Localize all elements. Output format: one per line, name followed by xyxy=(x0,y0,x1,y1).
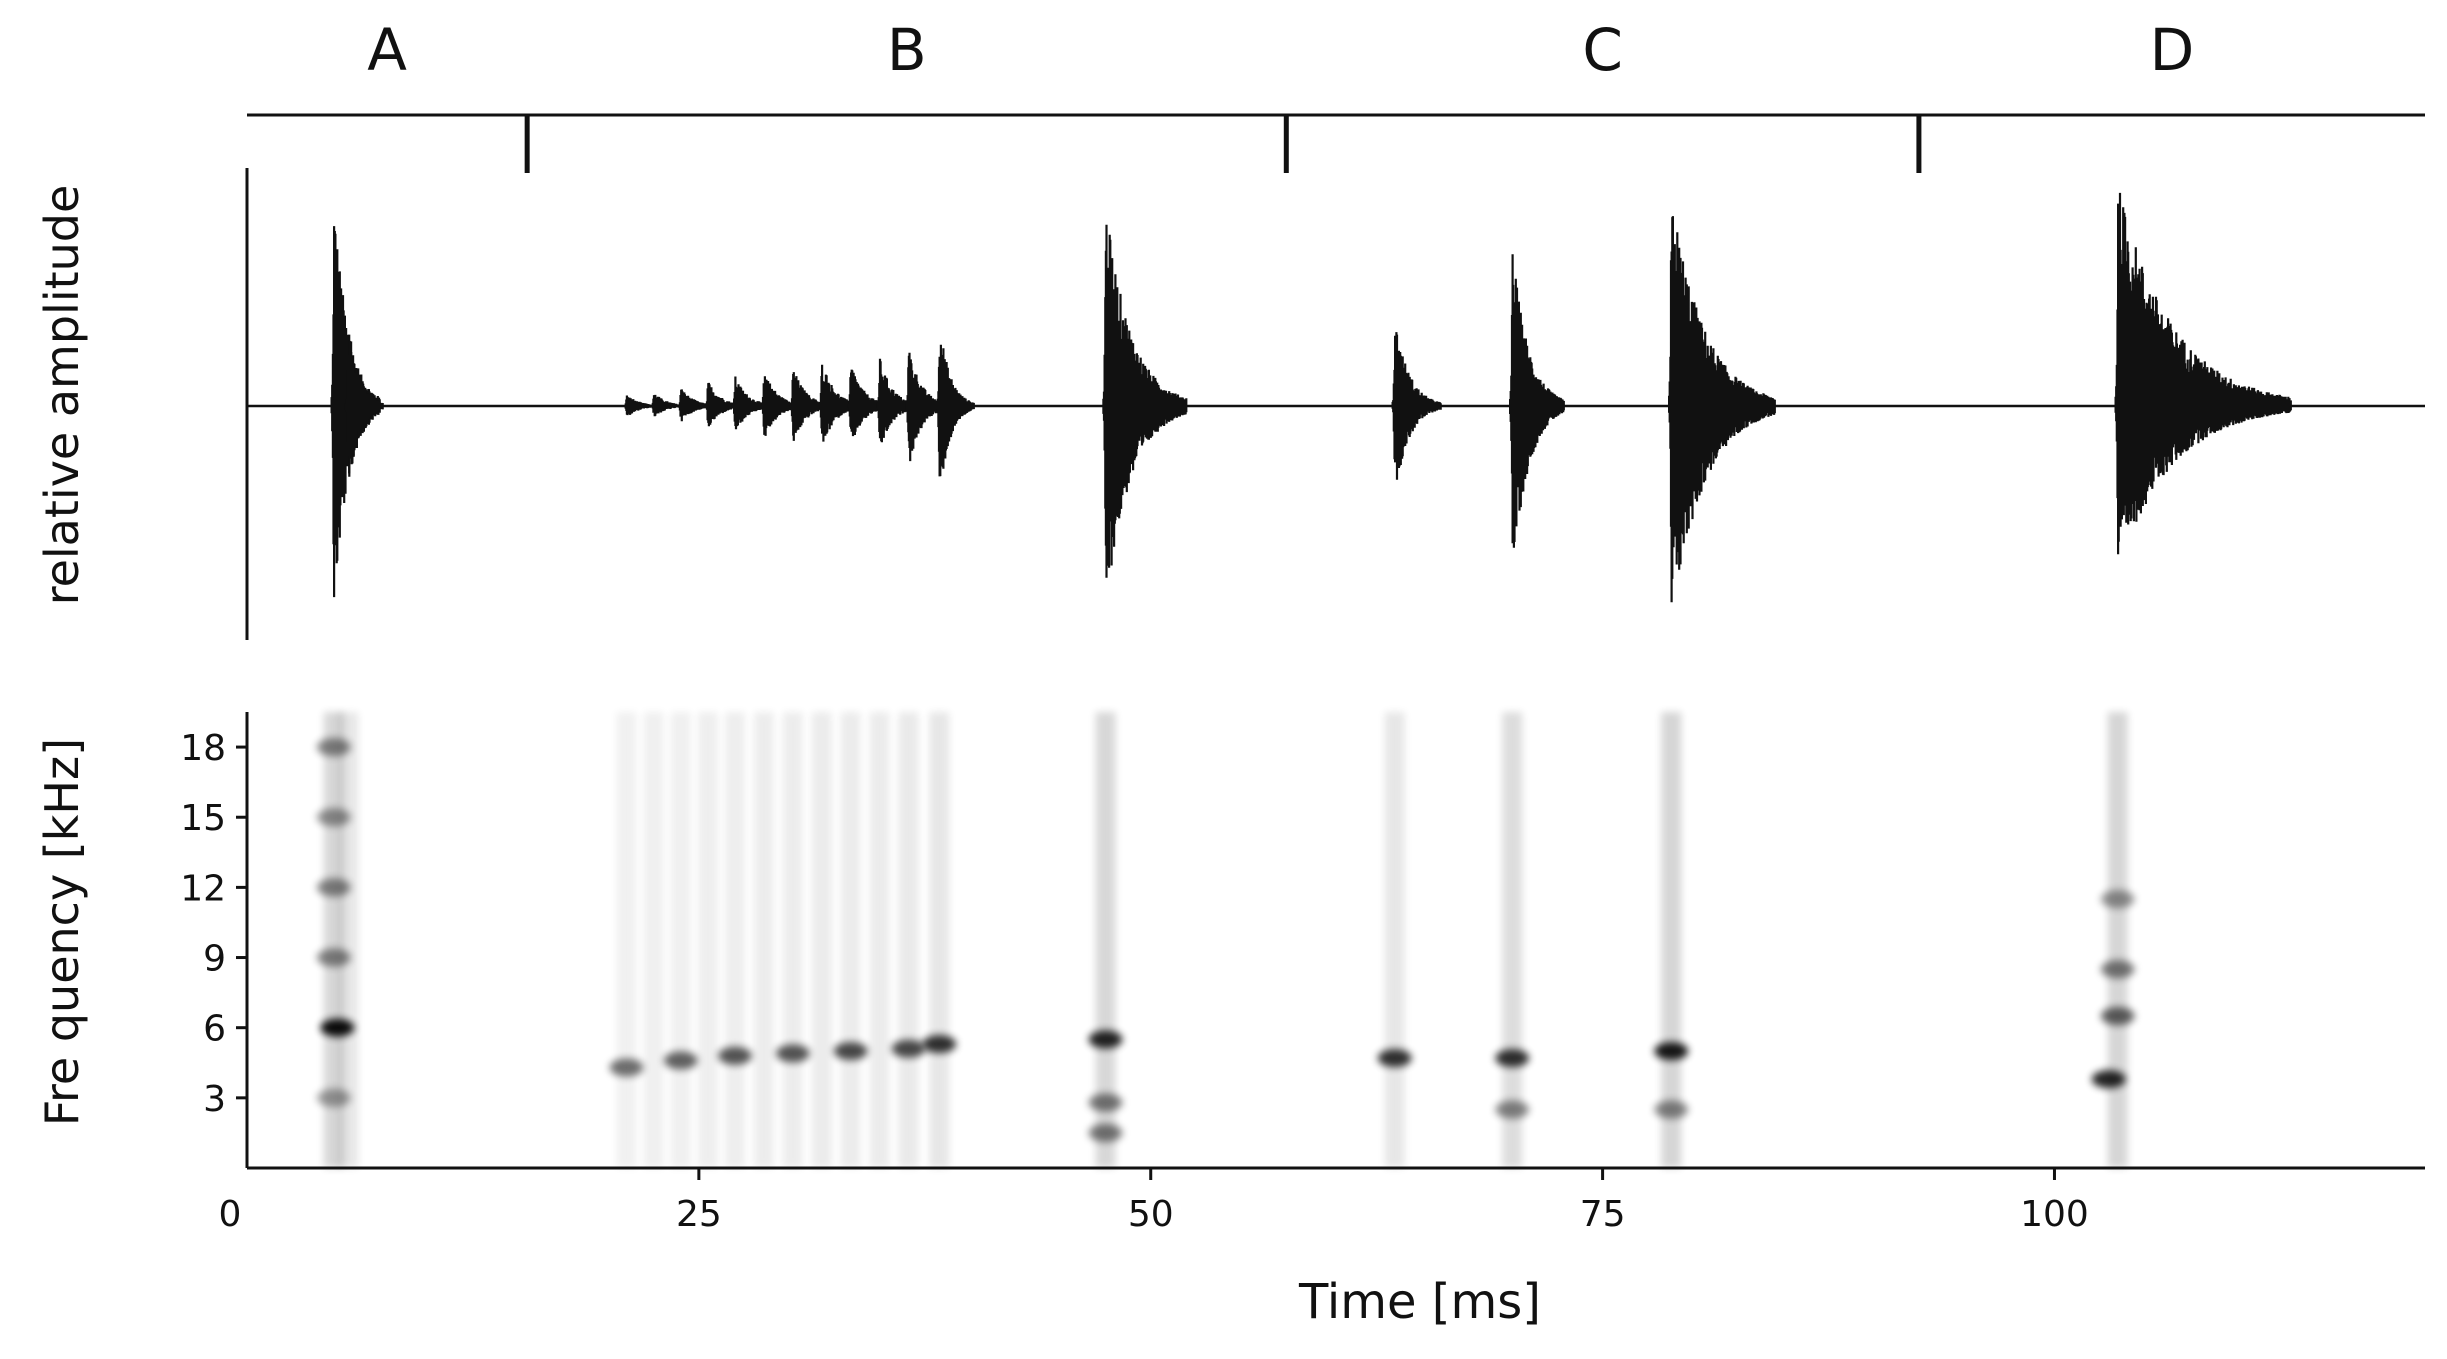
x-tick-label-100: 100 xyxy=(2020,1194,2089,1235)
oscillogram-burst-15 xyxy=(1102,224,1188,578)
y-tick-label-18: 18 xyxy=(180,728,226,769)
x-tick-label-0: 0 xyxy=(219,1194,242,1235)
spectrogram-spot-11 xyxy=(833,1042,868,1061)
spectrogram-spot-6 xyxy=(316,1088,351,1107)
spectrogram-streak-3 xyxy=(616,712,637,1168)
spectrogram-spot-24 xyxy=(2100,960,2135,979)
spectrogram-spot-22 xyxy=(2091,1070,2126,1089)
spectrogram-spot-9 xyxy=(718,1046,753,1065)
y-tick-label-9: 9 xyxy=(203,939,226,980)
spectrogram-streak-5 xyxy=(670,712,691,1168)
oscillogram-burst-2 xyxy=(344,334,384,474)
spectrogram-spot-4 xyxy=(316,878,351,897)
spectrogram-spot-13 xyxy=(922,1035,957,1054)
spectrogram-streak-10 xyxy=(811,712,832,1168)
y-tick-label-15: 15 xyxy=(180,798,226,839)
oscillogram-burst-17 xyxy=(1509,254,1565,548)
spectrogram-streak-9 xyxy=(782,712,803,1168)
oscillogram-panel xyxy=(245,168,2425,640)
spectrogram-streak-12 xyxy=(869,712,890,1168)
x-tick-label-50: 50 xyxy=(1128,1194,1174,1235)
spectrogram-streak-19 xyxy=(2107,712,2128,1168)
spectrogram-streak-4 xyxy=(643,712,664,1168)
spectrogram-spot-17 xyxy=(1377,1049,1412,1068)
spectrogram-spot-8 xyxy=(663,1051,698,1070)
segment-label-c: C xyxy=(1582,16,1623,84)
oscillogram-y-axis-label: relative amplitude xyxy=(35,185,89,606)
y-tick-label-12: 12 xyxy=(180,868,226,909)
spectrogram-spot-12 xyxy=(891,1039,926,1058)
x-axis-label: Time [ms] xyxy=(1298,1274,1541,1330)
spectrogram-spot-21 xyxy=(1654,1100,1689,1119)
segment-label-a: A xyxy=(367,16,407,84)
spectrogram-spot-25 xyxy=(2100,890,2135,909)
oscillogram-burst-16 xyxy=(1391,332,1442,480)
spectrogram-streak-8 xyxy=(753,712,774,1168)
spectrogram-streak-14 xyxy=(929,712,950,1168)
segment-label-b: B xyxy=(887,16,927,84)
spectrogram-streak-15 xyxy=(1095,712,1116,1168)
spectrogram-streak-11 xyxy=(840,712,861,1168)
x-tick-label-75: 75 xyxy=(1580,1194,1626,1235)
spectrogram-streak-17 xyxy=(1502,712,1523,1168)
y-tick-label-3: 3 xyxy=(203,1079,226,1120)
spectrogram-streak-18 xyxy=(1661,712,1682,1168)
spectrogram-spot-20 xyxy=(1654,1042,1689,1061)
spectrogram-spot-14 xyxy=(1088,1030,1123,1049)
spectrogram-spot-7 xyxy=(609,1058,644,1077)
segment-label-d: D xyxy=(2150,16,2195,84)
oscillogram-burst-18 xyxy=(1668,216,1776,603)
spectrogram-streak-6 xyxy=(697,712,718,1168)
segment-bar: A B C D xyxy=(247,16,2425,173)
spectrogram-streak-2 xyxy=(338,712,359,1168)
spectrogram-streak-16 xyxy=(1384,712,1405,1168)
x-tick-label-25: 25 xyxy=(676,1194,722,1235)
spectrogram-spot-23 xyxy=(2100,1007,2135,1025)
oscillogram-burst-19 xyxy=(2114,192,2292,555)
y-tick-label-6: 6 xyxy=(203,1009,226,1050)
spectrogram-spot-19 xyxy=(1495,1100,1530,1119)
spectrogram-spot-10 xyxy=(775,1044,810,1063)
spectrogram-spot-3 xyxy=(316,808,351,827)
spectrogram-streak-7 xyxy=(725,712,746,1168)
spectrogram-y-axis-label: Fre quency [kHz] xyxy=(35,738,89,1126)
spectrogram-spot-16 xyxy=(1088,1123,1123,1142)
spectrogram-spot-15 xyxy=(1088,1093,1123,1112)
spectrogram-spot-18 xyxy=(1495,1049,1530,1068)
spectrogram-spot-5 xyxy=(316,948,351,967)
spectrogram-panel xyxy=(245,712,2425,1170)
spectrogram-spot-1 xyxy=(320,1018,355,1037)
oscillogram-burst-14 xyxy=(936,344,975,477)
spectrogram-streak-13 xyxy=(898,712,919,1168)
spectrogram-spot-2 xyxy=(316,738,351,757)
axes: 3 6 9 12 15 18 0 25 50 75 100 xyxy=(180,728,2089,1235)
